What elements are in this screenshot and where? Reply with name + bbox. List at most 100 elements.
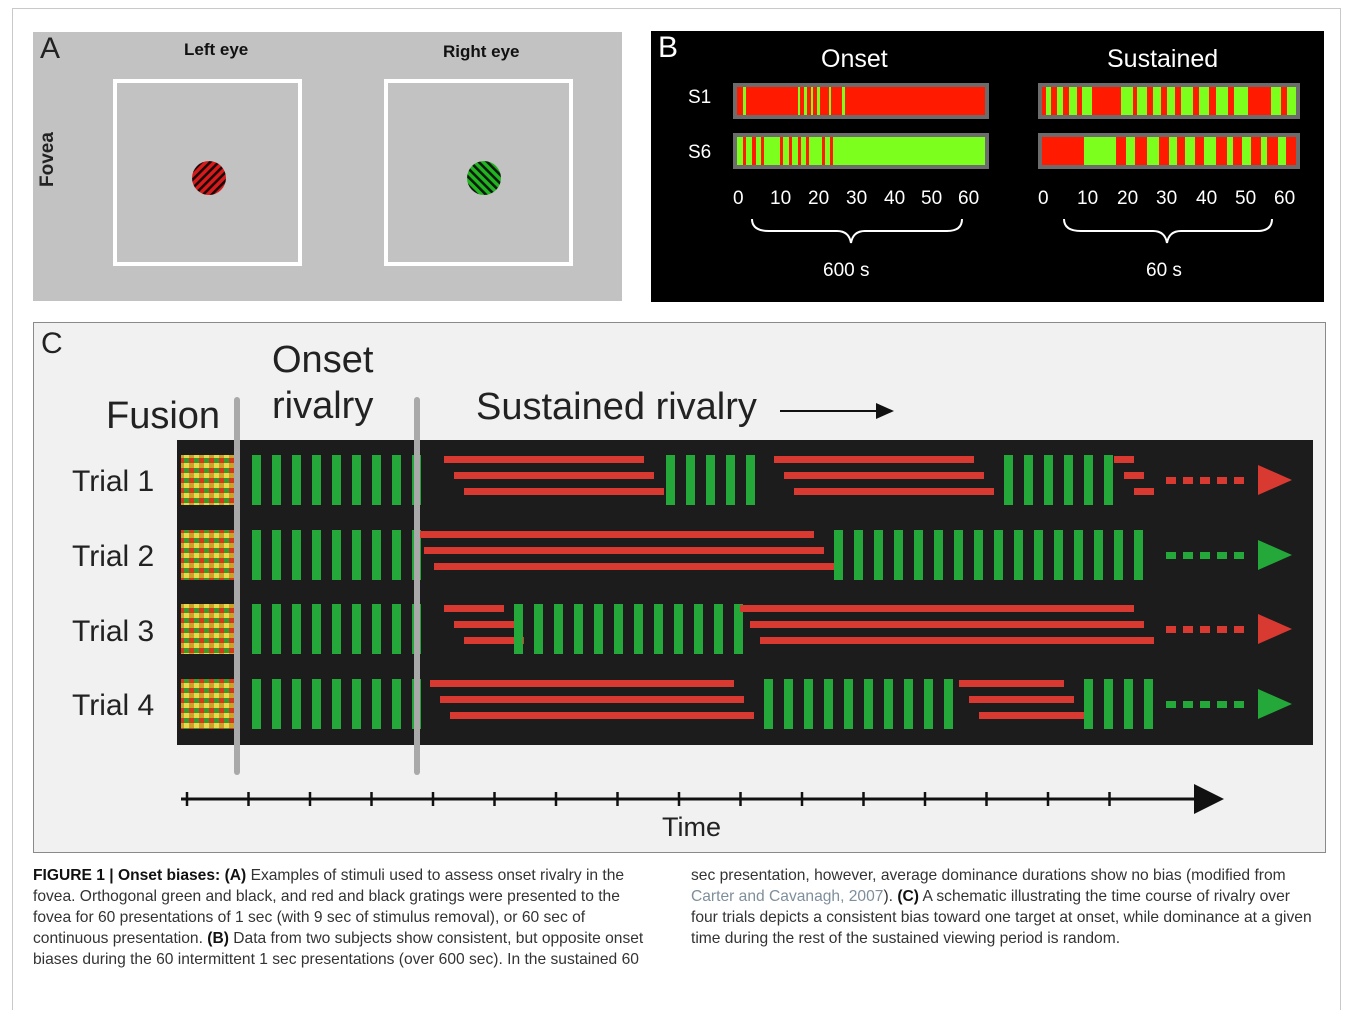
- onset-sustained-separator: [414, 397, 420, 775]
- green-dominance-bar: [614, 604, 623, 654]
- onset-tick: 60: [958, 188, 980, 209]
- green-dominance-bar: [392, 530, 401, 580]
- red-dominance-bar: [959, 680, 1064, 687]
- continuation-dot: [1234, 626, 1244, 633]
- green-dominance-bar: [1134, 530, 1143, 580]
- green-dominance-bar: [706, 455, 715, 505]
- green-dominance-bar: [1094, 530, 1103, 580]
- green-dominance-bar: [332, 530, 341, 580]
- continuation-dot: [1183, 701, 1193, 708]
- red-dominance-bar: [414, 531, 814, 538]
- continuation-dot: [1234, 701, 1244, 708]
- green-dominance-bar: [784, 679, 793, 729]
- green-dominance-bar: [1014, 530, 1023, 580]
- onset-tick: 40: [884, 188, 906, 209]
- caption-b-text: Data from two subjects show consistent, …: [33, 867, 1286, 968]
- green-dominance-bar: [994, 530, 1003, 580]
- green-dominance-bar: [352, 679, 361, 729]
- red-dominance-bar: [1124, 472, 1144, 479]
- green-dominance-bar: [734, 604, 743, 654]
- green-dominance-bar: [372, 530, 381, 580]
- green-dominance-bar: [934, 530, 943, 580]
- green-dominance-bar: [312, 455, 321, 505]
- left-eye-label: Left eye: [184, 40, 249, 59]
- green-dominance-bar: [804, 679, 813, 729]
- green-dominance-bar: [874, 530, 883, 580]
- green-dominance-bar: [574, 604, 583, 654]
- green-dominance-bar: [312, 530, 321, 580]
- sustained-tick: 40: [1196, 188, 1218, 209]
- caption-b-label: (B): [207, 930, 229, 947]
- red-dominance-bar: [454, 472, 654, 479]
- green-dominance-bar: [1044, 455, 1053, 505]
- green-dominance-bar: [352, 530, 361, 580]
- green-dominance-bar: [272, 604, 281, 654]
- onset-tick: 0: [733, 188, 744, 209]
- panel-b-dominance-data: B Onset Sustained S1 S6: [651, 31, 1324, 302]
- continuation-arrowhead: [1258, 689, 1292, 719]
- continuation-dot: [1183, 626, 1193, 633]
- continuation-dot: [1166, 477, 1176, 484]
- continuation-dot: [1217, 477, 1227, 484]
- fusion-label: Fusion: [106, 395, 221, 437]
- time-axis-label: Time: [662, 812, 721, 842]
- red-dominance-bar: [979, 712, 1084, 719]
- green-dominance-bar: [252, 679, 261, 729]
- green-dominance-bar: [514, 604, 523, 654]
- continuation-dot: [1183, 552, 1193, 559]
- green-dominance-bar: [1144, 679, 1153, 729]
- red-dominance-bar: [774, 456, 974, 463]
- continuation-dot: [1200, 701, 1210, 708]
- green-dominance-bar: [292, 679, 301, 729]
- dominance-bars: [733, 83, 1300, 244]
- red-dominance-bar: [424, 547, 824, 554]
- trial-band: [177, 440, 1313, 745]
- fusion-patch: [181, 679, 236, 729]
- panel-a-letter: A: [40, 32, 61, 65]
- green-dominance-bar: [252, 604, 261, 654]
- trial-label: Trial 3: [72, 615, 155, 648]
- green-dominance-bar: [666, 455, 675, 505]
- green-dominance-bar: [894, 530, 903, 580]
- green-dominance-bar: [352, 604, 361, 654]
- caption-a-label: (A): [224, 867, 247, 884]
- green-dominance-bar: [1034, 530, 1043, 580]
- green-dominance-bar: [594, 604, 603, 654]
- continuation-dot: [1217, 626, 1227, 633]
- green-dominance-bar: [654, 604, 663, 654]
- green-dominance-bar: [352, 455, 361, 505]
- time-axis-arrowhead: [1194, 784, 1224, 814]
- green-dominance-bar: [272, 455, 281, 505]
- sustained-tick: 0: [1038, 188, 1049, 209]
- onset-tick: 50: [921, 188, 943, 209]
- red-dominance-bar: [434, 563, 834, 570]
- sustained-tick: 50: [1235, 188, 1257, 209]
- green-dominance-bar: [954, 530, 963, 580]
- red-grating-stimulus: [192, 161, 226, 195]
- green-dominance-bar: [884, 679, 893, 729]
- green-dominance-bar: [372, 604, 381, 654]
- continuation-dot: [1200, 626, 1210, 633]
- green-dominance-bar: [634, 604, 643, 654]
- red-dominance-bar: [464, 637, 524, 644]
- green-dominance-bar: [332, 679, 341, 729]
- continuation-dot: [1234, 477, 1244, 484]
- caption-citation-link[interactable]: Carter and Cavanagh, 2007: [691, 888, 884, 905]
- green-dominance-bar: [272, 679, 281, 729]
- green-dominance-bar: [1054, 530, 1063, 580]
- green-dominance-bar: [1004, 455, 1013, 505]
- green-dominance-bar: [834, 530, 843, 580]
- green-dominance-bar: [824, 679, 833, 729]
- green-dominance-bar: [252, 530, 261, 580]
- continuation-dot: [1183, 477, 1193, 484]
- row-label-s1: S1: [688, 87, 712, 108]
- continuation-arrowhead: [1258, 465, 1292, 495]
- green-dominance-bar: [864, 679, 873, 729]
- fusion-patch: [181, 604, 236, 654]
- sustained-tick: 10: [1077, 188, 1099, 209]
- green-dominance-bar: [974, 530, 983, 580]
- green-dominance-bar: [534, 604, 543, 654]
- sustained-title: Sustained: [1107, 45, 1219, 73]
- right-eye-frame: [384, 79, 573, 266]
- caption-left-column: FIGURE 1 | Onset biases: (A) Examples of…: [33, 865, 1316, 1011]
